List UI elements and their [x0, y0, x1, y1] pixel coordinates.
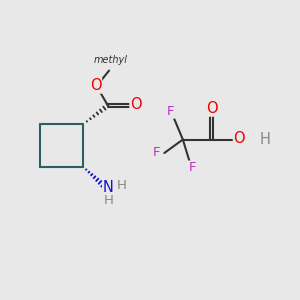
Text: O: O — [206, 101, 218, 116]
Text: H: H — [116, 179, 126, 192]
Text: methyl: methyl — [94, 55, 128, 65]
Text: H: H — [260, 132, 270, 147]
Text: F: F — [167, 105, 175, 118]
Text: O: O — [90, 78, 101, 93]
Text: F: F — [153, 146, 160, 159]
Text: O: O — [233, 131, 245, 146]
Text: F: F — [189, 161, 196, 174]
Text: H: H — [103, 194, 113, 207]
Text: O: O — [130, 98, 142, 112]
Text: N: N — [103, 180, 114, 195]
